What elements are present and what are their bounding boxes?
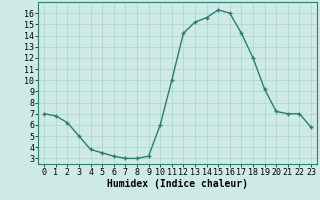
X-axis label: Humidex (Indice chaleur): Humidex (Indice chaleur): [107, 179, 248, 189]
